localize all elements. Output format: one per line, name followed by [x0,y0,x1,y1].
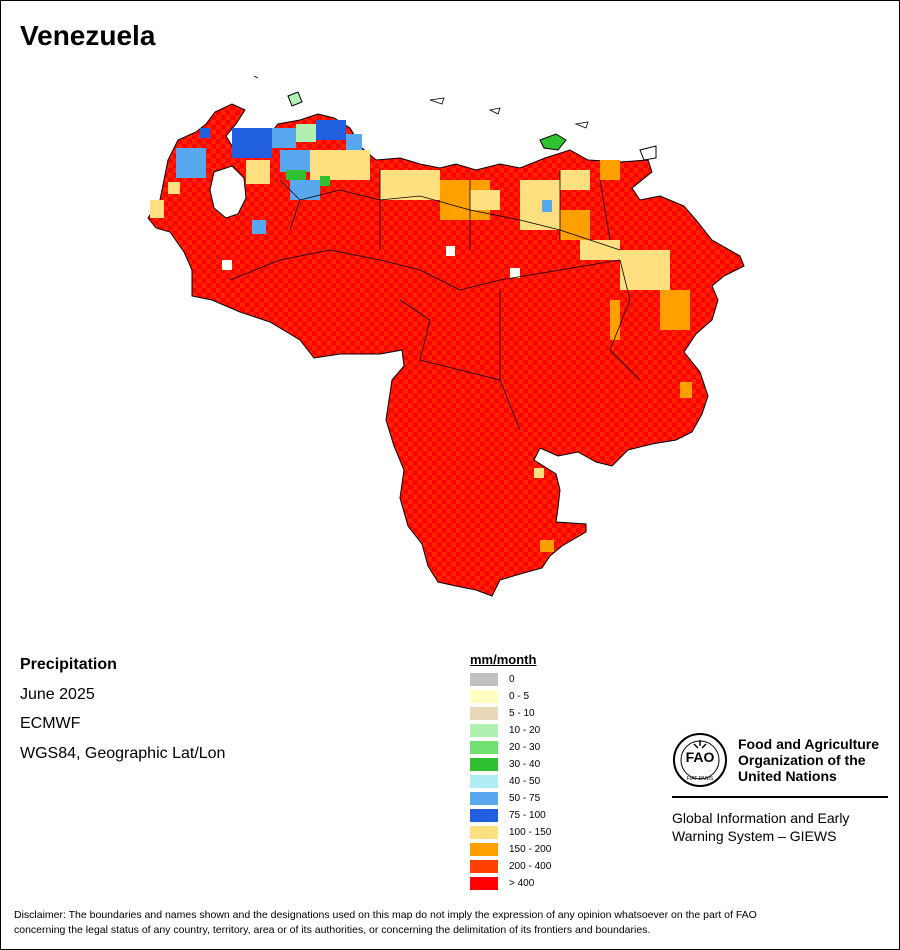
legend: mm/month 0 0 - 5 5 - 10 10 - 20 20 - 30 30 - … [470,652,551,892]
legend-item: 0 [470,671,551,688]
legend-item: 40 - 50 [470,773,551,790]
legend-label: 5 - 10 [509,708,535,719]
fao-name-line2: Organization of the [738,752,866,768]
legend-label: 30 - 40 [509,759,541,770]
legend-item: 75 - 100 [470,807,551,824]
state-boundaries [229,170,641,431]
north-central-band [380,160,692,552]
legend-swatch [470,775,498,788]
legend-label: > 400 [509,878,535,889]
legend-swatch [470,724,498,737]
disclaimer-line2: concerning the legal status of any count… [14,924,651,936]
legend-label: 40 - 50 [509,776,541,787]
legend-item: 10 - 20 [470,722,551,739]
giews-line2: Warning System – GIEWS [672,828,837,844]
legend-swatch [470,758,498,771]
legend-label: 150 - 200 [509,844,552,855]
lake-maracaibo [209,165,247,219]
fao-name-line3: United Nations [738,768,837,784]
fao-divider [672,796,888,798]
legend-item: 20 - 30 [470,739,551,756]
legend-label: 10 - 20 [509,725,541,736]
venezuela-mainland [147,103,745,597]
legend-item: 0 - 5 [470,688,551,705]
legend-classes: 0 0 - 5 5 - 10 10 - 20 20 - 30 30 - 40 40 - 50… [470,671,551,892]
fao-motto: FIAT PANIS [687,776,714,782]
legend-item: > 400 [470,875,551,892]
legend-item: 200 - 400 [470,858,551,875]
legend-label: 75 - 100 [509,810,546,821]
northern-island [287,91,303,107]
trinidad-outline [639,145,657,161]
legend-item: 30 - 40 [470,756,551,773]
map-title: Venezuela [20,20,156,51]
legend-item: 50 - 75 [470,790,551,807]
legend-swatch [470,860,498,873]
legend-swatch [470,843,498,856]
period-label: June 2025 [20,685,95,703]
legend-item: 100 - 150 [470,824,551,841]
margarita-island [539,133,567,151]
map-info: Precipitation June 2025 ECMWF WGS84, Geo… [20,656,225,774]
disclaimer-line1: Disclaimer: The boundaries and names sho… [14,909,757,921]
disclaimer: Disclaimer: The boundaries and names sho… [14,908,886,938]
fao-block: FAO FIAT PANIS Food and Agriculture Orga… [672,732,888,845]
legend-unit: mm/month [470,652,537,667]
legend-swatch [470,707,498,720]
legend-swatch [470,741,498,754]
legend-swatch [470,673,498,686]
fao-logo-icon: FAO FIAT PANIS [673,733,727,787]
legend-swatch [470,809,498,822]
coastal-islets [253,75,589,129]
legend-label: 0 [509,674,515,685]
legend-swatch [470,877,498,890]
legend-label: 100 - 150 [509,827,552,838]
legend-item: 5 - 10 [470,705,551,722]
legend-label: 50 - 75 [509,793,541,804]
legend-item: 150 - 200 [470,841,551,858]
source-label: ECMWF [20,715,81,732]
variable-label: Precipitation [20,656,117,673]
legend-label: 0 - 5 [509,691,530,702]
giews-line1: Global Information and Early [672,810,850,826]
legend-swatch [470,826,498,839]
northwest-rain-cells [150,120,370,270]
projection-label: WGS84, Geographic Lat/Lon [20,744,226,762]
fao-logo-text: FAO [686,749,715,765]
precipitation-map [147,75,745,597]
legend-label: 20 - 30 [509,742,541,753]
legend-swatch [470,690,498,703]
fao-name-line1: Food and Agriculture [738,736,880,752]
legend-label: 200 - 400 [509,861,552,872]
legend-swatch [470,792,498,805]
